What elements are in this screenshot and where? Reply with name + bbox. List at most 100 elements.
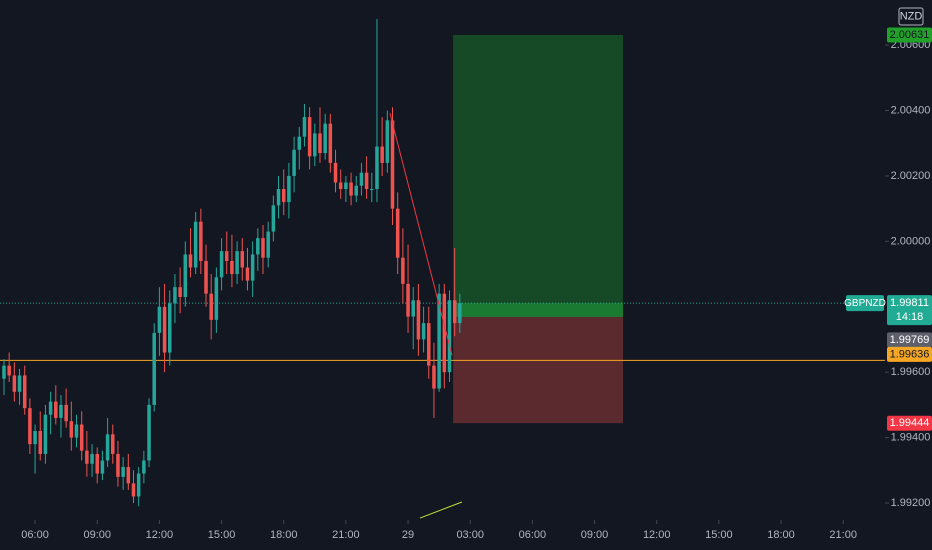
candle-body: [349, 182, 353, 196]
candle-body: [142, 460, 146, 474]
candle-body: [240, 251, 245, 268]
candle-body: [54, 401, 58, 418]
candle-body: [2, 365, 6, 379]
candle-body: [281, 189, 286, 203]
x-tick-label: 15:00: [208, 529, 236, 541]
candle-body: [43, 414, 48, 454]
hline-price-label: 1.99636: [890, 348, 930, 360]
candle-body: [126, 467, 131, 484]
target-zone: [453, 34, 624, 317]
open-profit-zone: [453, 303, 624, 317]
candle-body: [121, 467, 125, 477]
candle-body: [385, 120, 390, 163]
candle-body: [292, 149, 296, 176]
candle-body: [116, 453, 120, 477]
x-tick-label: 29: [402, 529, 414, 541]
candle-body: [235, 251, 239, 275]
current-price-box: [887, 295, 932, 326]
candle-body: [59, 404, 63, 418]
candle-body: [344, 182, 348, 190]
candle-body: [421, 323, 426, 340]
x-tick-label: 06:00: [21, 529, 49, 541]
candle-body: [173, 287, 177, 304]
plot-area: 06:00 09:00 12:00 15:00 18:00 21:00 29 03:00 06:…: [0, 18, 886, 541]
candle-body: [209, 293, 213, 320]
candle-body: [131, 483, 136, 497]
candle-body: [354, 185, 359, 196]
candle-body: [162, 306, 167, 353]
entry-price-label-box: [887, 332, 932, 348]
candle-body: [380, 146, 384, 163]
candle-body: [136, 473, 141, 497]
candle-body: [364, 172, 369, 190]
trend-line: [389, 113, 453, 356]
current-price-label: 1.99811: [890, 297, 929, 309]
x-tick-label: 03:00: [456, 529, 484, 541]
candle-body: [64, 404, 68, 422]
candle-body: [183, 254, 188, 297]
candle-body: [375, 146, 379, 190]
candle-body: [416, 300, 421, 340]
candle-body: [447, 300, 452, 373]
x-tick-label: 09:00: [581, 529, 609, 541]
candle-body: [318, 133, 322, 154]
trend-line: [419, 501, 463, 519]
candle-body: [230, 260, 234, 275]
x-tick-label: 21:00: [332, 529, 360, 541]
candle-body: [250, 254, 255, 281]
x-tick-label: 06:00: [519, 529, 547, 541]
candle-body: [152, 332, 156, 405]
candle-body: [458, 303, 462, 324]
candle-body: [79, 424, 84, 451]
candle-body: [188, 254, 193, 268]
candle-body: [395, 208, 400, 258]
candle-body: [401, 257, 405, 284]
price-axis: 2.006002.004002.002002.000001.996001.994…: [885, 7, 932, 509]
x-tick-label: 18:00: [270, 529, 298, 541]
candle-body: [85, 450, 89, 464]
candle-body: [7, 365, 11, 376]
stop-price-label: 1.99444: [890, 417, 930, 429]
entry-price-label: 1.99769: [890, 334, 930, 346]
candle-body: [302, 117, 307, 137]
candle-body: [287, 175, 291, 203]
currency-box: [898, 7, 924, 26]
candle-body: [111, 434, 115, 454]
candle-body: [204, 260, 208, 294]
candle-body: [178, 287, 182, 297]
candle-body: [307, 117, 312, 157]
candle-body: [297, 136, 302, 150]
candle-body: [313, 133, 317, 157]
candle-body: [390, 120, 395, 209]
currency-label: NZD: [900, 10, 923, 22]
stop-price-label-box: [887, 415, 932, 431]
candle-body: [323, 123, 327, 154]
candle-body: [90, 453, 94, 464]
candle-body: [452, 300, 457, 324]
y-tick-label: 2.00200: [891, 170, 931, 182]
candle-body: [276, 189, 281, 206]
target-price-label-box: [887, 27, 932, 43]
y-tick-label: 1.99600: [891, 366, 931, 378]
candle-body: [437, 293, 441, 389]
candle-body: [38, 431, 43, 454]
candle-body: [33, 431, 37, 445]
candle-body: [328, 123, 333, 163]
candle-body: [199, 221, 203, 261]
x-tick-label: 15:00: [705, 529, 733, 541]
x-tick-label: 12:00: [643, 529, 671, 541]
candle-body: [261, 238, 265, 258]
candle-body: [105, 434, 110, 461]
y-tick-label: 2.00000: [891, 235, 931, 247]
hline-price-label-box: [887, 346, 932, 362]
candle-body: [157, 306, 162, 333]
candle-body: [22, 375, 27, 409]
candle-body: [271, 205, 276, 232]
candle-body: [28, 408, 32, 445]
candle-body: [432, 365, 436, 389]
countdown-label: 14:18: [896, 311, 924, 323]
target-price-label: 2.00631: [890, 29, 930, 41]
candle-body: [370, 189, 374, 191]
